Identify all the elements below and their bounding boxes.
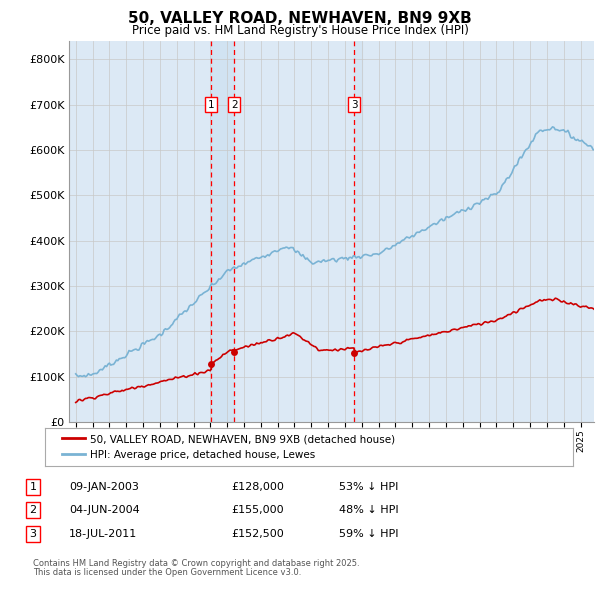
Text: £128,000: £128,000 bbox=[231, 482, 284, 491]
Text: 1: 1 bbox=[29, 482, 37, 491]
Text: 18-JUL-2011: 18-JUL-2011 bbox=[69, 529, 137, 539]
Text: £155,000: £155,000 bbox=[231, 506, 284, 515]
Text: 2: 2 bbox=[231, 100, 238, 110]
Bar bbox=[211, 41, 234, 422]
Text: 3: 3 bbox=[351, 100, 358, 110]
Text: 50, VALLEY ROAD, NEWHAVEN, BN9 9XB: 50, VALLEY ROAD, NEWHAVEN, BN9 9XB bbox=[128, 11, 472, 25]
Bar bbox=[354, 41, 362, 422]
Text: 04-JUN-2004: 04-JUN-2004 bbox=[69, 506, 140, 515]
Text: 09-JAN-2003: 09-JAN-2003 bbox=[69, 482, 139, 491]
Legend: 50, VALLEY ROAD, NEWHAVEN, BN9 9XB (detached house), HPI: Average price, detache: 50, VALLEY ROAD, NEWHAVEN, BN9 9XB (deta… bbox=[55, 428, 401, 466]
Text: 53% ↓ HPI: 53% ↓ HPI bbox=[339, 482, 398, 491]
Text: Contains HM Land Registry data © Crown copyright and database right 2025.: Contains HM Land Registry data © Crown c… bbox=[33, 559, 359, 568]
Text: £152,500: £152,500 bbox=[231, 529, 284, 539]
Text: Price paid vs. HM Land Registry's House Price Index (HPI): Price paid vs. HM Land Registry's House … bbox=[131, 24, 469, 37]
Text: 1: 1 bbox=[208, 100, 214, 110]
Text: This data is licensed under the Open Government Licence v3.0.: This data is licensed under the Open Gov… bbox=[33, 568, 301, 577]
Text: 59% ↓ HPI: 59% ↓ HPI bbox=[339, 529, 398, 539]
Text: 3: 3 bbox=[29, 529, 37, 539]
Text: 2: 2 bbox=[29, 506, 37, 515]
Text: 48% ↓ HPI: 48% ↓ HPI bbox=[339, 506, 398, 515]
